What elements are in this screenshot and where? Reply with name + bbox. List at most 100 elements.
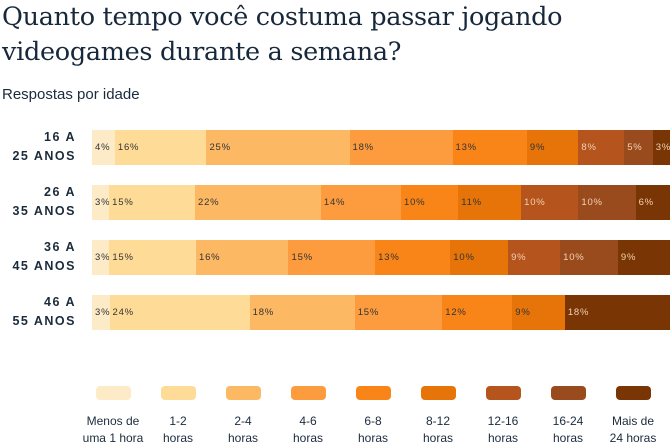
data-label: 4% bbox=[95, 142, 111, 153]
row-label: 36 A 45 ANOS bbox=[12, 240, 76, 273]
legend-swatch bbox=[420, 386, 456, 400]
bar-segment: 3% bbox=[92, 240, 110, 275]
legend-item: 2-4 horas bbox=[210, 386, 276, 447]
bar-segment: 3% bbox=[92, 295, 110, 330]
row-label: 46 A 55 ANOS bbox=[12, 295, 76, 328]
bar-segment: 13% bbox=[452, 130, 527, 165]
bar-segment: 12% bbox=[442, 295, 513, 330]
legend-label: 4-6 horas bbox=[292, 414, 324, 445]
legend-label: 1-2 horas bbox=[162, 414, 194, 445]
data-label: 10% bbox=[403, 197, 426, 208]
bar-segment: 15% bbox=[288, 240, 376, 275]
legend-label: Mais de 24 horas bbox=[609, 414, 657, 445]
legend-item: 12-16 horas bbox=[470, 386, 536, 447]
bar-segment: 5% bbox=[624, 130, 653, 165]
legend-swatch bbox=[550, 386, 586, 400]
bar-segment: 11% bbox=[458, 185, 522, 220]
legend-swatch bbox=[485, 386, 521, 400]
legend-label: 12-16 horas bbox=[487, 414, 519, 445]
data-label: 16% bbox=[199, 252, 221, 263]
legend-label: 2-4 horas bbox=[227, 414, 259, 445]
bar-segment: 16% bbox=[114, 130, 207, 165]
data-label: 8% bbox=[581, 142, 597, 153]
legend-label: 6-8 horas bbox=[357, 414, 389, 445]
bar-segment: 9% bbox=[617, 240, 670, 275]
data-label: 12% bbox=[445, 307, 467, 318]
data-label: 9% bbox=[620, 252, 637, 263]
bar-segment: 18% bbox=[349, 130, 453, 165]
data-label: 3% bbox=[95, 252, 110, 263]
data-label: 15% bbox=[291, 252, 313, 263]
data-label: 3% bbox=[95, 307, 110, 318]
row-label: 16 A 25 ANOS bbox=[12, 130, 76, 163]
bar-segment: 25% bbox=[206, 130, 350, 165]
data-label: 24% bbox=[112, 307, 134, 318]
legend-label: 8-12 horas bbox=[422, 414, 454, 445]
bar-segment: 10% bbox=[578, 185, 636, 220]
legend-item: 8-12 horas bbox=[405, 386, 471, 447]
bar-segment: 9% bbox=[508, 240, 561, 275]
data-label: 11% bbox=[461, 197, 482, 208]
legend-swatch bbox=[95, 386, 131, 400]
bar-segment: 13% bbox=[375, 240, 451, 275]
data-label: 9% bbox=[511, 252, 527, 263]
bar-segment: 18% bbox=[249, 295, 355, 330]
legend-swatch bbox=[225, 386, 261, 400]
bar-segment: 9% bbox=[526, 130, 579, 165]
chart-subtitle: Respostas por idade bbox=[2, 86, 140, 103]
legend-label: Menos de uma 1 hora bbox=[82, 414, 144, 445]
bar-row: 3% 15% 16% 15% 13% 10% 9% 10% 9% bbox=[92, 240, 670, 275]
data-label: 9% bbox=[515, 307, 531, 318]
bar-segment: 10% bbox=[400, 185, 459, 220]
data-label: 10% bbox=[524, 197, 546, 208]
bar-segment: 3% bbox=[652, 130, 670, 165]
data-label: 15% bbox=[357, 307, 380, 318]
data-label: 15% bbox=[112, 252, 134, 263]
data-label: 25% bbox=[209, 142, 231, 153]
legend-swatch bbox=[355, 386, 391, 400]
legend-swatch bbox=[160, 386, 196, 400]
bar-segment: 22% bbox=[194, 185, 321, 220]
legend-swatch bbox=[615, 386, 651, 400]
data-label: 10% bbox=[563, 252, 585, 263]
data-label: 22% bbox=[197, 197, 220, 208]
bar-segment: 10% bbox=[521, 185, 579, 220]
legend-item: 16-24 horas bbox=[535, 386, 601, 447]
data-label: 15% bbox=[112, 197, 134, 208]
bar-segment: 3% bbox=[92, 185, 110, 220]
legend-item: 1-2 horas bbox=[145, 386, 211, 447]
data-label: 9% bbox=[529, 142, 546, 153]
legend-label: 16-24 horas bbox=[552, 414, 584, 445]
bar-segment: 10% bbox=[560, 240, 618, 275]
row-label: 26 A 35 ANOS bbox=[12, 185, 76, 218]
data-label: 10% bbox=[581, 197, 603, 208]
bar-segment: 15% bbox=[109, 185, 195, 220]
bar-row: 3% 15% 22% 14% 10% 11% 10% 10% 6% bbox=[92, 185, 670, 220]
legend-item: 4-6 horas bbox=[275, 386, 341, 447]
bar-segment: 4% bbox=[92, 130, 115, 165]
bar-segment: 18% bbox=[564, 295, 670, 330]
data-label: 18% bbox=[252, 307, 275, 318]
bar-segment: 14% bbox=[320, 185, 401, 220]
chart-title: Quanto tempo você costuma passar jogando… bbox=[2, 2, 563, 67]
legend-item: Menos de uma 1 hora bbox=[80, 386, 146, 447]
bar-segment: 6% bbox=[635, 185, 670, 220]
bar-segment: 15% bbox=[354, 295, 443, 330]
bar-segment: 10% bbox=[450, 240, 509, 275]
bar-row: 4% 16% 25% 18% 13% 9% 8% 5% 3% bbox=[92, 130, 670, 165]
data-label: 16% bbox=[117, 142, 140, 153]
data-label: 18% bbox=[352, 142, 374, 153]
data-label: 18% bbox=[567, 307, 590, 318]
data-label: 3% bbox=[95, 197, 110, 208]
legend-item: 6-8 horas bbox=[340, 386, 406, 447]
bar-segment: 24% bbox=[109, 295, 250, 330]
bar-segment: 8% bbox=[578, 130, 625, 165]
data-label: 3% bbox=[655, 142, 670, 153]
data-label: 14% bbox=[323, 197, 346, 208]
data-label: 13% bbox=[455, 142, 477, 153]
legend-swatch bbox=[290, 386, 326, 400]
bar-segment: 16% bbox=[196, 240, 289, 275]
data-label: 10% bbox=[453, 252, 475, 263]
data-label: 5% bbox=[627, 142, 643, 153]
bar-row: 3% 24% 18% 15% 12% 9% 18% bbox=[92, 295, 670, 330]
